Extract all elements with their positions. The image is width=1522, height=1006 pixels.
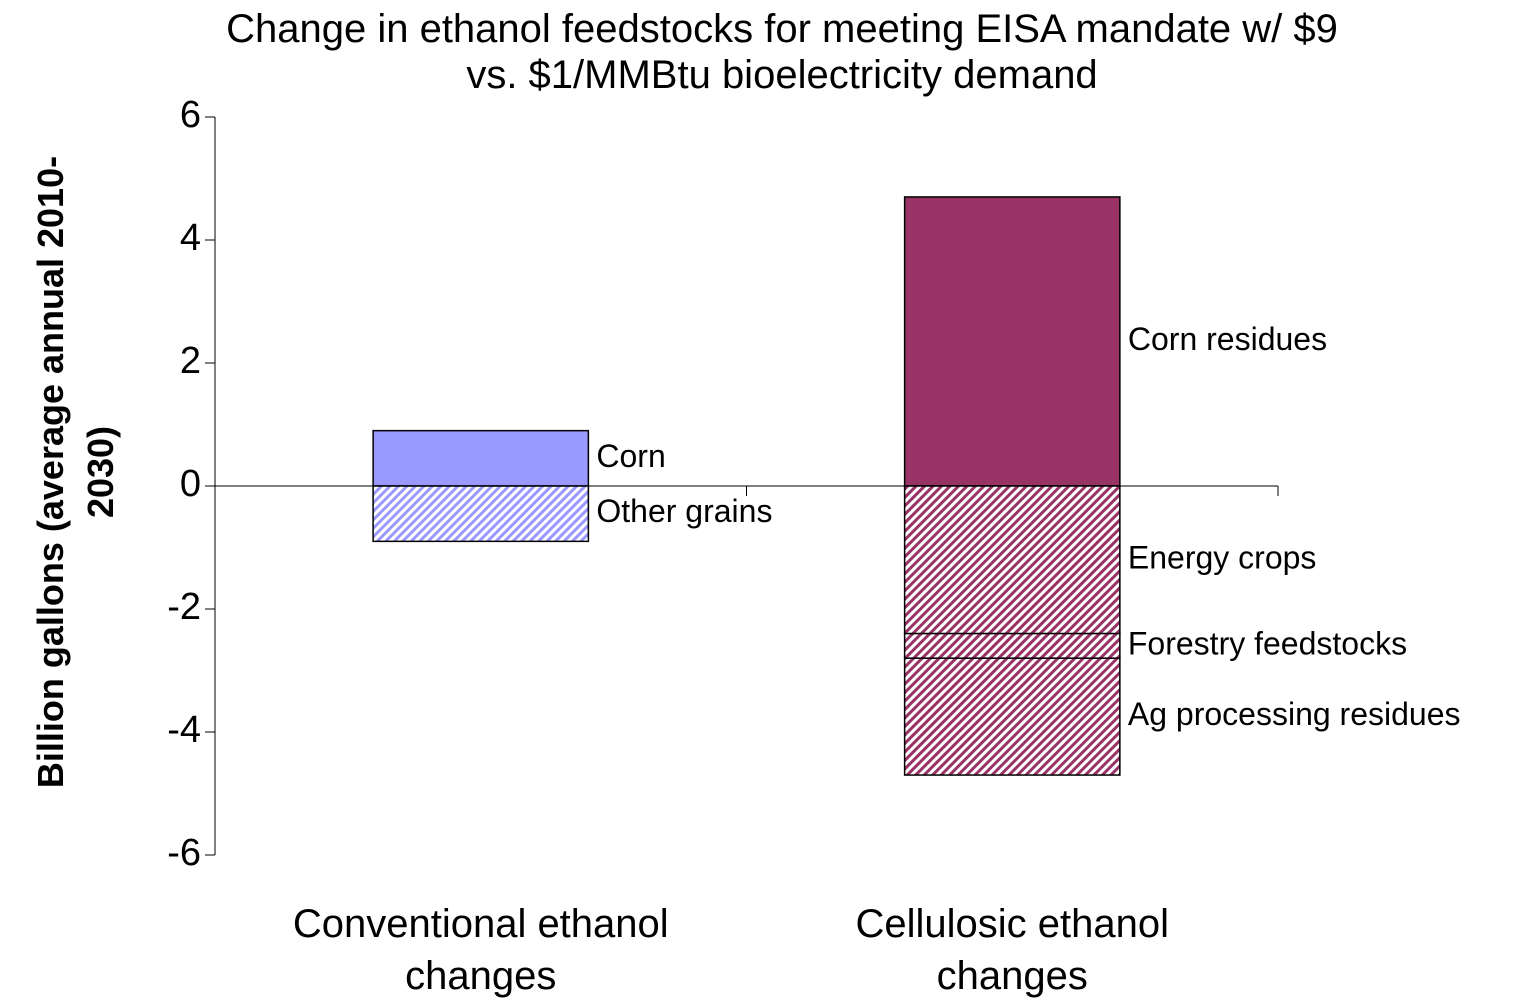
y-tick-label: 2 [180,340,201,382]
y-tick-label: -2 [167,586,201,628]
bar-segment [372,429,590,487]
segment-label: Ag processing residues [1128,696,1461,732]
x-tick-label: Cellulosic ethanol changes [855,902,1169,998]
segment-label: Energy crops [1128,539,1317,575]
segment-label: Forestry feedstocks [1128,625,1407,661]
segment-label: Other grains [596,493,772,529]
y-tick-label: 6 [180,94,201,136]
bar-segment [903,196,1121,487]
y-axis-title: Billion gallons (average annual 2010-203… [30,155,121,789]
y-tick-label: 4 [180,217,201,259]
x-tick-label: Conventional ethanol changes [292,902,669,998]
y-tick-label: -4 [167,709,201,751]
segment-label: Corn [596,438,665,474]
bar-segment [903,632,1121,659]
segment-label: Corn residues [1128,321,1327,357]
y-tick-label: -6 [167,832,201,874]
bar-segment [903,485,1121,635]
chart-title: Change in ethanol feedstocks for meeting… [226,7,1338,97]
y-tick-label: 0 [180,463,201,505]
bar-segment [372,485,590,543]
bar-segment [903,657,1121,776]
